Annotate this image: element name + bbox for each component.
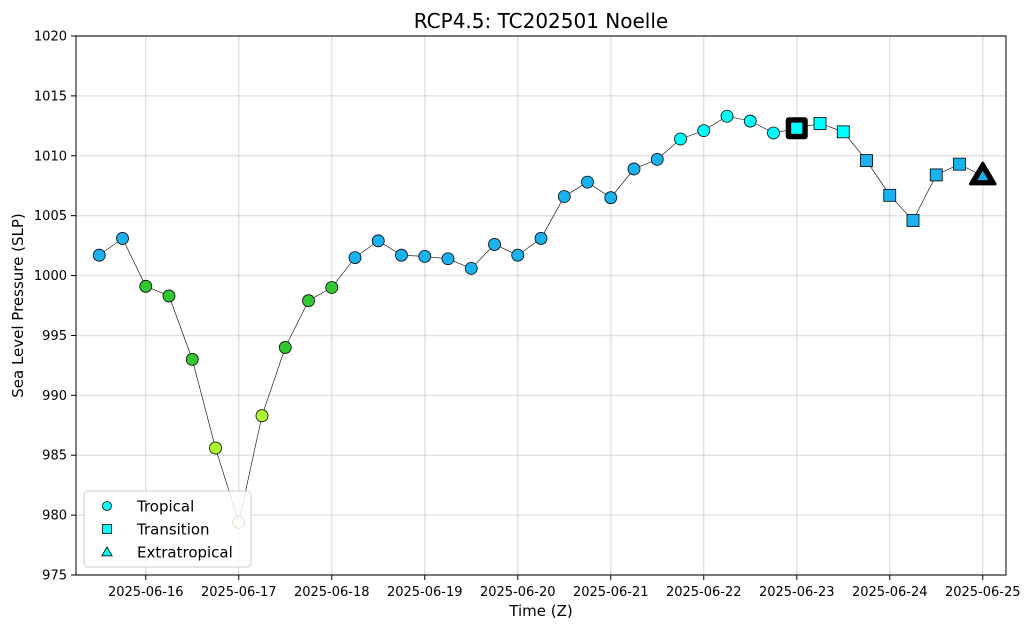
x-tick-label: 2025-06-25	[945, 585, 1021, 600]
tropical-point	[604, 191, 618, 205]
x-tick-label: 2025-06-22	[666, 585, 742, 600]
legend-square-marker	[102, 524, 112, 534]
tropical-point	[302, 294, 315, 308]
transition-point	[836, 125, 850, 139]
extratropical-point	[975, 169, 990, 181]
y-tick-label: 980	[42, 509, 67, 524]
tropical-point	[162, 289, 176, 303]
x-tick-label: 2025-06-24	[852, 585, 928, 600]
tropical-point	[720, 109, 734, 123]
tropical-point	[650, 152, 664, 166]
x-tick-label: 2025-06-19	[387, 585, 463, 600]
x-tick-label: 2025-06-21	[573, 585, 649, 600]
tropical-point	[395, 248, 408, 262]
tropical-point	[557, 190, 571, 203]
tropical-point	[464, 261, 478, 275]
y-tick-label: 985	[42, 449, 67, 464]
tropical-point	[116, 232, 129, 245]
x-tick-label: 2025-06-20	[480, 585, 556, 600]
y-tick-label: 1015	[34, 89, 67, 104]
y-tick-label: 1020	[34, 30, 67, 45]
tropical-point	[697, 124, 711, 138]
axis-ticks: 975 980 985 990 995 1000 1005 1010 1015 1020 2025-…	[34, 30, 1021, 601]
transition-point	[953, 157, 966, 171]
y-tick-label: 1005	[34, 209, 67, 224]
tropical-point	[92, 248, 106, 262]
transition-point	[790, 121, 804, 135]
chart-title: RCP4.5: TC202501 Noelle	[414, 9, 668, 33]
x-tick-label: 2025-06-23	[759, 585, 835, 600]
tropical-point	[255, 409, 269, 423]
y-tick-label: 995	[42, 329, 67, 344]
legend: Tropical Transition Extratropical	[83, 490, 252, 568]
tropical-point	[418, 249, 432, 263]
y-tick-label: 1000	[34, 269, 67, 284]
tropical-point	[209, 441, 222, 455]
legend-triangle-marker	[101, 546, 113, 557]
x-tick-label: 2025-06-16	[108, 585, 184, 600]
legend-label: Extratropical	[137, 544, 233, 562]
y-axis-label: Sea Level Pressure (SLP)	[9, 213, 27, 398]
tropical-point	[441, 252, 455, 266]
legend-label: Tropical	[136, 498, 194, 516]
tropical-point	[325, 281, 339, 294]
x-tick-label: 2025-06-18	[294, 585, 370, 600]
y-tick-label: 975	[42, 569, 67, 584]
tropical-point	[139, 279, 153, 293]
tropical-point	[348, 251, 362, 264]
tropical-point	[627, 162, 641, 176]
tropical-point	[278, 341, 292, 354]
tropical-point	[743, 114, 757, 128]
legend-box	[83, 490, 252, 568]
plot-frame	[75, 35, 1007, 576]
tropical-point	[185, 352, 199, 366]
x-axis-label: Time (Z)	[508, 602, 572, 620]
transition-point	[929, 168, 943, 182]
transition-point	[883, 188, 897, 202]
y-tick-label: 1010	[34, 149, 67, 164]
legend-circle-marker	[102, 501, 112, 511]
tropical-point	[767, 126, 780, 140]
legend-label: Transition	[136, 521, 210, 539]
data-points	[92, 109, 997, 529]
transition-point	[813, 117, 827, 130]
tropical-point	[674, 132, 687, 146]
y-tick-label: 990	[42, 389, 67, 404]
x-tick-label: 2025-06-17	[201, 585, 277, 600]
tropical-point	[371, 234, 385, 248]
tropical-point	[488, 238, 501, 251]
tropical-point	[511, 248, 525, 262]
tropical-point	[581, 175, 594, 189]
transition-point	[906, 214, 920, 227]
transition-point	[860, 154, 873, 167]
tropical-point	[534, 232, 548, 245]
